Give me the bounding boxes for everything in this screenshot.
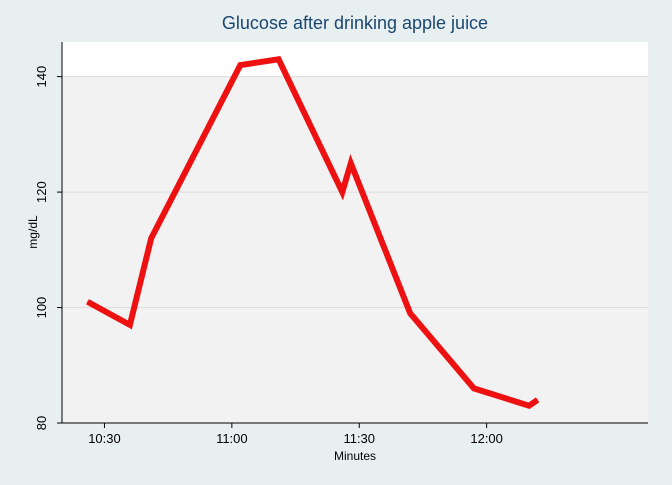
data-point [341, 191, 343, 193]
data-point [239, 64, 241, 66]
x-tick-label: 10:30 [88, 431, 121, 446]
data-point [278, 58, 280, 60]
chart-title: Glucose after drinking apple juice [222, 13, 488, 33]
y-axis-label: mg/dL [26, 215, 40, 249]
series-layer [86, 56, 540, 409]
x-tick-label: 11:30 [343, 431, 375, 446]
y-tick-label: 140 [34, 66, 49, 88]
data-point [86, 301, 88, 303]
data-point [473, 387, 475, 389]
y-tick-label: 100 [34, 297, 49, 319]
x-axis-ticks: 10:30 11:00 11:30 12:00 [88, 423, 503, 446]
data-point [409, 312, 411, 314]
data-point [528, 405, 530, 407]
reference-band [62, 76, 648, 424]
y-tick-label: 120 [34, 181, 49, 203]
data-point [150, 237, 152, 239]
x-tick-label: 11:00 [216, 431, 248, 446]
y-axis-ticks: 80 100 120 140 [34, 66, 62, 430]
x-tick-label: 12:00 [470, 431, 503, 446]
data-point [537, 399, 539, 401]
x-axis-label: Minutes [334, 449, 376, 463]
y-tick-label: 80 [34, 416, 49, 430]
data-point [350, 162, 352, 164]
gridlines [62, 76, 648, 309]
data-point [129, 324, 131, 326]
